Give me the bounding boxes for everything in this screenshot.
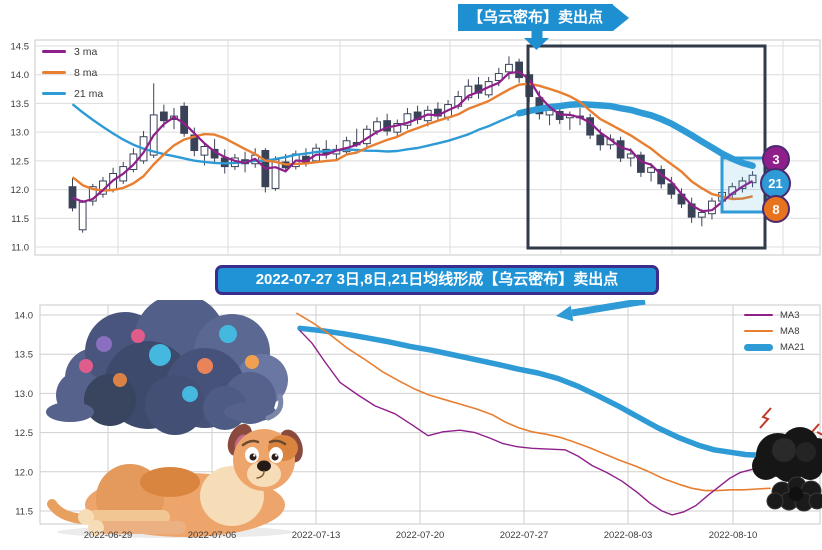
- sell-point-ribbon: 【乌云密布】卖出点: [458, 4, 630, 31]
- y-tick-label: 12.5: [11, 156, 30, 167]
- ma8-swatch-icon: [744, 329, 773, 333]
- legend-item-21ma: 21 ma: [42, 83, 103, 104]
- y-tick-label: 12.5: [15, 428, 34, 439]
- y-tick-label: 14.5: [11, 42, 30, 53]
- y-tick-label: 11.0: [11, 243, 29, 254]
- y-tick-label: 11.5: [11, 214, 29, 225]
- dog-illustration: [47, 423, 303, 538]
- y-tick-label: 13.0: [11, 128, 30, 139]
- dark-cloud-illustration: [752, 407, 822, 512]
- ma21-label: MA21: [780, 341, 805, 353]
- ribbon-down-arrow-icon: [524, 27, 549, 50]
- bottom-axis-ticks: 14.0 13.5 13.0 12.5 12.0 11.5 2022-06-29 2022-0…: [15, 311, 758, 542]
- y-tick-label: 13.5: [11, 99, 30, 110]
- x-tick-label: 2022-08-03: [604, 530, 653, 541]
- moving-average-lines: [71, 70, 756, 213]
- x-tick-label: 2022-06-29: [84, 530, 133, 541]
- top-axis-ticks: 14.5 14.0 13.5 13.0 12.5 12.0 11.5 11.0: [11, 42, 30, 254]
- x-tick-label: 2022-07-13: [292, 530, 341, 541]
- ma3-label: MA3: [780, 309, 800, 321]
- x-tick-label: 2022-07-06: [188, 530, 237, 541]
- ma3-label: 3 ma: [74, 45, 98, 58]
- legend-item-ma8: MA8: [744, 323, 805, 339]
- x-tick-label: 2022-08-10: [709, 530, 758, 541]
- ma8-label: 8 ma: [74, 66, 98, 79]
- y-tick-label: 14.0: [11, 70, 30, 81]
- y-tick-label: 11.5: [15, 507, 33, 518]
- x-tick-label: 2022-07-20: [396, 530, 445, 541]
- candles: [68, 56, 757, 233]
- y-tick-label: 12.0: [15, 467, 34, 478]
- badge-ma8: 8: [762, 195, 790, 223]
- legend-item-ma21: MA21: [744, 339, 805, 355]
- series-MA21: [297, 325, 775, 459]
- bottom-legend: MA3 MA8 MA21: [744, 307, 805, 355]
- ma3-swatch-icon: [42, 50, 66, 53]
- legend-item-3ma: 3 ma: [42, 41, 103, 62]
- ma3-swatch-icon: [744, 313, 773, 317]
- x-tick-label: 2022-07-27: [500, 530, 549, 541]
- y-tick-label: 13.5: [15, 350, 34, 361]
- ma-line-chart: 14.0 13.5 13.0 12.5 12.0 11.5 2022-06-29 2022-0…: [15, 300, 822, 542]
- candlestick-chart: 14.5 14.0 13.5 13.0 12.5 12.0 11.5 11.0: [11, 27, 821, 256]
- ma21-swatch-icon: [744, 343, 773, 351]
- series-MA3: [299, 330, 773, 516]
- banner-arrow-icon: [556, 300, 646, 322]
- y-tick-label: 14.0: [15, 311, 34, 322]
- sell-point-ribbon-label: 【乌云密布】卖出点: [458, 4, 614, 31]
- ribbon-arrow-tip-icon: [613, 4, 630, 31]
- top-legend: 3 ma 8 ma 21 ma: [42, 41, 103, 104]
- legend-item-ma3: MA3: [744, 307, 805, 323]
- ma8-label: MA8: [780, 325, 800, 337]
- storm-cloud-illustration: [46, 300, 288, 435]
- series-MA8: [296, 312, 771, 492]
- y-tick-label: 12.0: [11, 185, 30, 196]
- bottom-ma-lines: [296, 312, 775, 516]
- legend-item-8ma: 8 ma: [42, 62, 103, 83]
- sell-zone-rect: [526, 44, 767, 250]
- ma21-swatch-icon: [42, 92, 66, 95]
- y-tick-label: 13.0: [15, 389, 34, 400]
- ma21-label: 21 ma: [74, 87, 104, 100]
- ma8-swatch-icon: [42, 71, 66, 74]
- sell-signal-banner: 2022-07-27 3日,8日,21日均线形成【乌云密布】卖出点: [215, 265, 659, 295]
